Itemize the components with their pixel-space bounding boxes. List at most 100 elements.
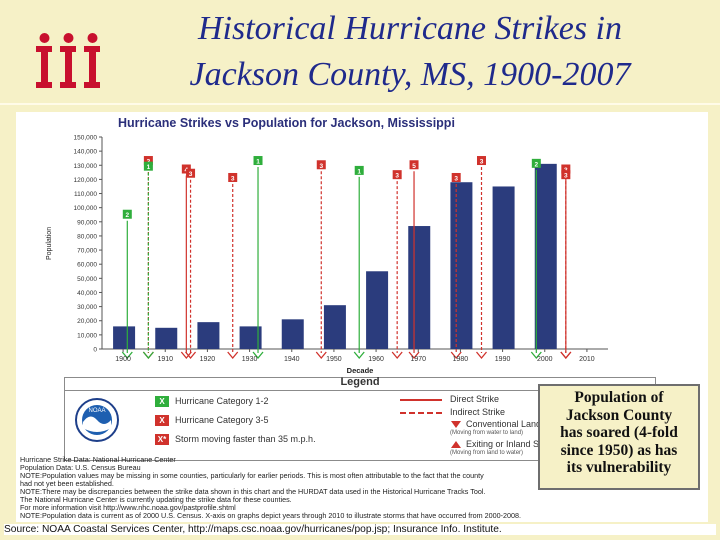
slide-title-line-2: Jackson County, MS, 1900-2007 — [189, 56, 631, 93]
landfall-arrow-icon — [121, 351, 133, 360]
landfall-arrow-icon — [315, 351, 327, 360]
note-line: Population Data: U.S. Census Bureau — [20, 464, 141, 472]
strike-category-label: 3 — [231, 175, 235, 182]
green-x-icon: X — [155, 396, 169, 408]
legend-title: Legend — [340, 376, 380, 388]
legend: Legend NOAA X Hurricane Category 1-2 X Hur… — [64, 376, 656, 461]
callout-line: since 1950) as has — [560, 441, 678, 459]
population-bar — [323, 305, 346, 349]
x-tick-label: 1990 — [495, 356, 511, 363]
strike-marker — [392, 170, 402, 180]
strike-marker — [186, 168, 196, 178]
y-tick-label: 130,000 — [74, 163, 98, 170]
strike-category-label: 5 — [412, 163, 416, 170]
landfall-arrow-icon — [476, 351, 487, 360]
population-bar — [281, 319, 304, 349]
note-line: NOTE:Population data is current as of 20… — [20, 512, 521, 520]
strike-marker — [143, 156, 153, 166]
strike-category-label: 1 — [256, 159, 260, 166]
landfall-arrow-icon — [142, 351, 154, 360]
strike-marker — [561, 170, 571, 180]
note-line: NOTE:Population values may be missing in… — [20, 472, 484, 480]
x-tick-label: 1970 — [410, 356, 426, 363]
x-tick-label: 2000 — [537, 356, 553, 363]
x-tick-label: 1930 — [242, 356, 258, 363]
y-tick-label: 100,000 — [74, 205, 98, 212]
iii-logo — [36, 33, 100, 88]
strike-marker — [122, 209, 132, 219]
solid-line-icon — [400, 398, 442, 401]
note-line: had not yet been established. — [20, 480, 114, 488]
svg-text:NOAA: NOAA — [88, 408, 105, 414]
note-line: The National Hurricane Center is current… — [20, 496, 292, 504]
strike-category-label: 3 — [395, 173, 399, 180]
landfall-arrow-icon — [530, 351, 542, 360]
dashed-line-icon — [400, 411, 442, 414]
strike-marker — [228, 172, 238, 182]
legend-item-cat35: X Hurricane Category 3-5 — [155, 415, 269, 427]
slide-title: Historical Hurricane Strikes in Jackson … — [130, 6, 690, 98]
landfall-arrow-icon — [408, 351, 420, 360]
x-tick-label: 1920 — [200, 356, 216, 363]
strike-category-label: 3 — [564, 173, 568, 180]
x-tick-label: 1940 — [284, 356, 300, 363]
y-tick-label: 70,000 — [77, 248, 97, 255]
callout-line: Jackson County — [565, 406, 673, 424]
strike-marker — [451, 172, 461, 182]
noaa-logo-icon: NOAA — [75, 398, 119, 442]
red-x-star-icon: X* — [155, 434, 169, 446]
exiting-arrow-icon — [451, 441, 461, 449]
legend-item-landfall: Conventional Landfall Storm (Moving from… — [450, 419, 580, 437]
landfall-arrow-icon — [227, 351, 239, 360]
strike-marker — [531, 158, 541, 168]
note-line: For more information visit http://www.nh… — [20, 504, 236, 512]
strike-category-label: 2 — [125, 212, 129, 219]
y-tick-label: 90,000 — [77, 219, 97, 226]
x-axis-label: Decade — [347, 366, 374, 375]
y-tick-label: 60,000 — [77, 262, 97, 269]
y-tick-label: 20,000 — [77, 318, 97, 325]
y-tick-label: 110,000 — [74, 191, 97, 198]
strike-marker — [561, 164, 571, 174]
chart-title: Hurricane Strikes vs Population for Jack… — [118, 116, 455, 130]
strike-marker — [409, 160, 419, 170]
population-bar — [155, 327, 178, 349]
x-tick-label: 1950 — [326, 356, 342, 363]
strike-category-label: 3 — [189, 171, 193, 178]
strike-category-label: 3 — [454, 175, 458, 182]
x-tick-label: 1910 — [157, 356, 173, 363]
population-bar — [366, 271, 389, 349]
y-tick-label: 10,000 — [77, 332, 97, 339]
strike-category-label: 1 — [357, 168, 361, 175]
x-tick-label: 1900 — [115, 356, 131, 363]
population-bar — [239, 326, 262, 349]
y-axis-label: Population — [46, 227, 53, 260]
callout-line: has soared (4-fold — [560, 424, 678, 441]
legend-item-fast: X* Storm moving faster than 35 m.p.h. — [155, 434, 316, 446]
landfall-arrow-icon — [252, 351, 264, 360]
x-tick-label: 1960 — [368, 356, 384, 363]
strike-category-label: 1 — [147, 164, 151, 171]
legend-item-cat12: X Hurricane Category 1-2 — [155, 396, 269, 408]
landfall-arrow-icon — [391, 351, 403, 360]
population-bar — [408, 226, 431, 349]
x-tick-label: 2010 — [579, 356, 595, 363]
strike-marker — [143, 161, 153, 171]
legend-divider — [65, 390, 655, 391]
strike-marker — [253, 156, 263, 166]
landfall-arrow-icon — [451, 421, 461, 429]
chart-figure: Hurricane Strikes vs Population for Jack… — [16, 112, 708, 522]
landfall-arrow-icon — [185, 351, 197, 360]
legend-item-direct: Direct Strike — [400, 394, 499, 404]
strike-marker — [316, 160, 326, 170]
x-tick-label: 1980 — [453, 356, 469, 363]
note-line: Hurricane Strike Data: National Hurrican… — [20, 456, 176, 464]
strike-category-label: 2 — [535, 161, 539, 168]
population-bar — [197, 322, 220, 349]
strike-marker — [477, 156, 486, 166]
y-tick-label: 80,000 — [77, 233, 97, 240]
strike-category-label: 3 — [480, 159, 484, 166]
strike-category-label: 3 — [319, 163, 323, 170]
population-bar — [492, 186, 515, 349]
chart-notes: Hurricane Strike Data: National Hurrican… — [20, 456, 708, 520]
